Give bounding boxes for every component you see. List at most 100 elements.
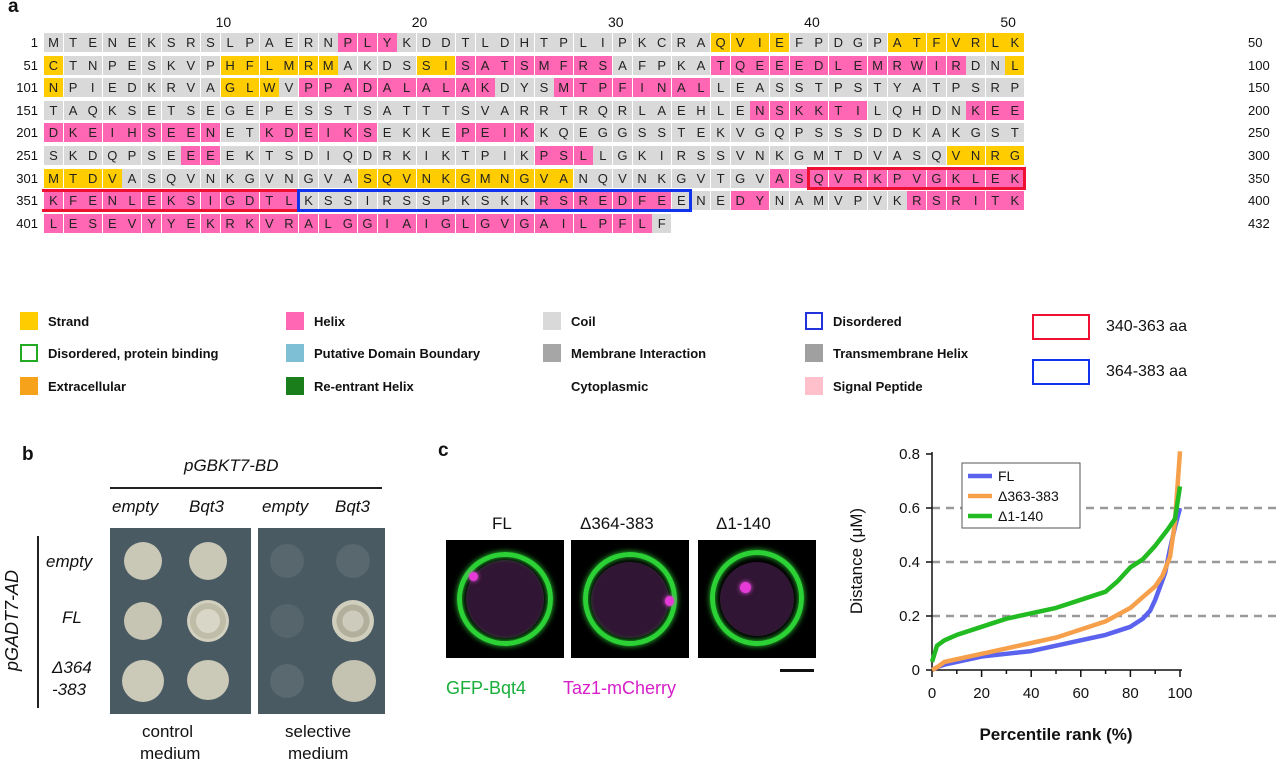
residue: D [926,100,946,120]
residue: D [279,123,299,143]
residue: D [848,146,868,165]
residue: K [63,123,83,143]
residue: S [416,55,436,75]
residue: A [377,100,397,120]
residue: S [416,191,436,211]
residue: T [828,146,848,165]
legend-swatch-icon [805,312,823,330]
legend-label: Disordered [833,313,902,329]
residue: A [887,33,907,52]
ad-bracket-line [37,536,39,708]
residue: A [495,100,515,120]
residue: D [416,33,436,52]
residue: L [573,33,593,52]
residue: S [828,123,848,143]
residue: F [612,78,632,98]
residue: A [397,213,417,233]
residue: V [181,168,201,188]
residue: K [475,78,495,98]
residue: F [612,213,632,233]
residue: P [789,123,809,143]
residue: I [926,55,946,75]
residue: M [279,55,299,75]
residue: L [966,168,986,188]
residue: Q [161,168,181,188]
legend-label: Signal Peptide [833,378,923,394]
residue: N [652,78,672,98]
residue: P [318,78,338,98]
residue: E [671,191,691,211]
residue: G [436,213,456,233]
residue: S [200,33,220,52]
residue: T [456,146,476,165]
col-label-2: Bqt3 [189,497,224,516]
residue: I [83,78,103,98]
telomere-dot [665,596,674,606]
nuclear-envelope-ring [583,552,677,646]
residue: Y [377,33,397,52]
residue: D [357,78,377,98]
residue: G [220,78,240,98]
image-title-fl: FL [492,514,512,533]
residue: V [475,100,495,120]
residue: V [946,33,966,52]
residue: S [181,100,201,120]
residue: S [161,33,181,52]
residue-tick-label: 10 [215,14,232,30]
residue: L [828,55,848,75]
legend-swatch-icon [286,377,304,395]
residue: T [711,55,731,75]
residue: G [220,100,240,120]
residue: H [220,55,240,75]
residue: A [377,78,397,98]
residue: K [946,123,966,143]
residue: A [769,168,789,188]
colony [270,664,304,698]
legend-swatch-icon [286,344,304,362]
residue: R [848,168,868,188]
y-tick-label: 0.6 [899,500,920,517]
row-end-label: 200 [1248,102,1270,118]
residue: S [475,191,495,211]
residue: S [357,123,377,143]
residue: S [926,191,946,211]
residue: K [632,146,652,165]
micrograph-fl [446,540,564,658]
residue: P [534,146,554,165]
legend-label: Disordered, protein binding [48,345,219,361]
residue: F [63,191,83,211]
residue: V [102,168,122,188]
row-label-383: -383 [52,680,87,699]
residue: E [63,213,83,233]
row-end-label: 150 [1248,80,1270,96]
residue: V [691,168,711,188]
legend-item: Cytoplasmic [543,377,648,395]
residue: R [220,213,240,233]
residue: V [730,123,750,143]
residue: T [436,100,456,120]
legend-swatch-icon [20,377,38,395]
row-start-label: 201 [16,125,38,141]
residue: G [966,123,986,143]
residue: E [161,123,181,143]
residue: S [122,100,142,120]
residue: K [456,191,476,211]
residue: I [102,123,122,143]
residue: S [357,100,377,120]
residue: R [299,33,319,52]
selective-plate [258,528,385,714]
residue: Q [338,146,358,165]
residue: H [122,123,142,143]
legend-label: Strand [48,313,90,329]
residue: K [769,146,789,165]
residue: P [1005,78,1025,98]
residue: A [887,146,907,165]
residue: S [789,168,809,188]
residue: S [299,100,319,120]
residue: V [259,168,279,188]
residue: I [318,123,338,143]
residue: V [612,168,632,188]
residue: T [926,78,946,98]
residue: I [848,100,868,120]
residue: D [240,191,260,211]
